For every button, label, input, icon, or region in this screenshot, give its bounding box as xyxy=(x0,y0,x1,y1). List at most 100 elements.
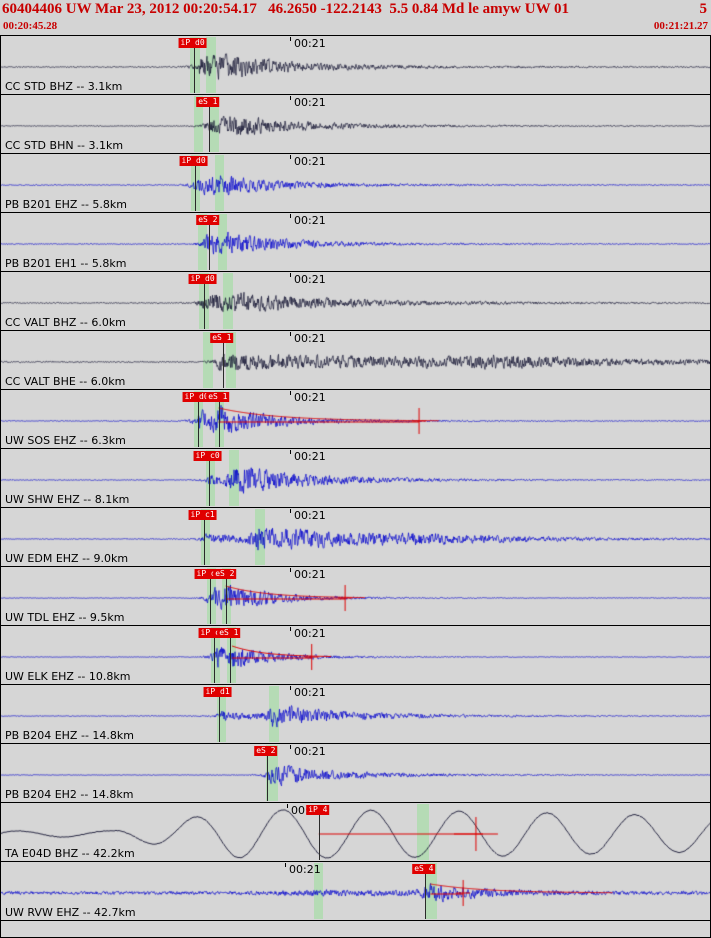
time-label: 00:21 xyxy=(294,686,326,699)
waveform-canvas[interactable] xyxy=(1,509,710,566)
waveform-canvas[interactable] xyxy=(1,804,710,861)
time-tick xyxy=(290,332,291,336)
waveform-canvas[interactable] xyxy=(1,96,710,153)
time-window-bar: 00:20:45.28 00:21:21.27 xyxy=(0,20,711,35)
phase-pick-flag[interactable]: eS 2 xyxy=(213,569,237,579)
phase-pick-flag[interactable]: eS 1 xyxy=(206,392,230,402)
time-label: 00:21 xyxy=(294,745,326,758)
pick-line[interactable] xyxy=(195,166,196,211)
trace-row[interactable]: 00:21 PB B201 EHZ -- 5.8km iP d0 xyxy=(0,153,711,213)
pick-line[interactable] xyxy=(267,756,268,801)
trace-row[interactable]: 00:21 CC STD BHN -- 3.1km eS 1 xyxy=(0,94,711,154)
empty-trace-slot xyxy=(0,920,711,938)
station-label: CC VALT BHZ -- 6.0km xyxy=(5,316,126,329)
time-label: 00:21 xyxy=(294,332,326,345)
waveform-canvas[interactable] xyxy=(1,37,710,94)
time-tick xyxy=(290,37,291,41)
pick-line[interactable] xyxy=(198,402,199,447)
trace-row[interactable]: 00:21 UW SHW EHZ -- 8.1km iP c0 xyxy=(0,448,711,508)
trace-row[interactable]: 00:21 UW TDL EHZ -- 9.5km iP d0 eS 2 xyxy=(0,566,711,626)
pick-line[interactable] xyxy=(210,579,211,624)
pick-line[interactable] xyxy=(209,225,210,270)
pick-line[interactable] xyxy=(230,638,231,683)
station-label: UW EDM EHZ -- 9.0km xyxy=(5,552,129,565)
waveform-canvas[interactable] xyxy=(1,863,710,920)
pick-line[interactable] xyxy=(219,697,220,742)
waveform-canvas[interactable] xyxy=(1,273,710,330)
pick-line[interactable] xyxy=(214,638,215,683)
pick-line[interactable] xyxy=(204,520,205,565)
trace-row[interactable]: 00:21 UW ELK EHZ -- 10.8km iP c0 eS 1 xyxy=(0,625,711,685)
pick-line[interactable] xyxy=(209,107,210,152)
trace-row[interactable]: 00:21 TA E04D BHZ -- 42.2km iP 4 xyxy=(0,802,711,862)
waveform-canvas[interactable] xyxy=(1,745,710,802)
trace-row[interactable]: 00:21 CC STD BHZ -- 3.1km iP d0 xyxy=(0,35,711,95)
waveform-canvas[interactable] xyxy=(1,391,710,448)
phase-pick-flag[interactable]: iP d0 xyxy=(182,392,211,402)
phase-pick-flag[interactable]: eS 2 xyxy=(196,215,220,225)
pick-line[interactable] xyxy=(209,461,210,506)
phase-pick-flag[interactable]: iP d0 xyxy=(178,38,207,48)
time-label: 00:21 xyxy=(294,509,326,522)
time-tick xyxy=(290,509,291,513)
trace-list: 00:21 CC STD BHZ -- 3.1km iP d0 00:21 CC… xyxy=(0,35,711,921)
station-label: UW TDL EHZ -- 9.5km xyxy=(5,611,125,624)
time-tick xyxy=(290,96,291,100)
station-label: PB B204 EHZ -- 14.8km xyxy=(5,729,134,742)
station-label: PB B201 EHZ -- 5.8km xyxy=(5,198,127,211)
pick-line[interactable] xyxy=(223,343,224,388)
trace-row[interactable]: 00:21 CC VALT BHZ -- 6.0km iP d0 xyxy=(0,271,711,331)
time-tick xyxy=(290,627,291,631)
station-label: UW ELK EHZ -- 10.8km xyxy=(5,670,131,683)
time-label: 00:21 xyxy=(294,96,326,109)
phase-pick-flag[interactable]: iP d0 xyxy=(188,274,217,284)
pick-line[interactable] xyxy=(219,402,220,447)
trace-row[interactable]: 00:21 PB B201 EH1 -- 5.8km eS 2 xyxy=(0,212,711,272)
pick-line[interactable] xyxy=(194,48,195,93)
waveform-canvas[interactable] xyxy=(1,627,710,684)
phase-pick-flag[interactable]: eS 1 xyxy=(217,628,241,638)
time-label: 00:21 xyxy=(294,214,326,227)
trace-row[interactable]: 00:21 UW RVW EHZ -- 42.7km eS 4 xyxy=(0,861,711,921)
phase-pick-flag[interactable]: eS 4 xyxy=(412,864,436,874)
phase-pick-flag[interactable]: iP d0 xyxy=(194,569,223,579)
station-label: CC STD BHZ -- 3.1km xyxy=(5,80,123,93)
time-tick xyxy=(285,863,286,867)
phase-pick-flag[interactable]: eS 2 xyxy=(254,746,278,756)
waveform-canvas[interactable] xyxy=(1,450,710,507)
pick-line[interactable] xyxy=(226,579,227,624)
time-tick xyxy=(290,745,291,749)
trace-row[interactable]: 00:21 PB B204 EH2 -- 14.8km eS 2 xyxy=(0,743,711,803)
time-label: 00:21 xyxy=(294,627,326,640)
time-tick xyxy=(290,391,291,395)
waveform-canvas[interactable] xyxy=(1,568,710,625)
pick-line[interactable] xyxy=(425,874,426,919)
time-tick xyxy=(290,568,291,572)
pick-line[interactable] xyxy=(204,284,205,329)
phase-pick-flag[interactable]: iP c0 xyxy=(193,451,222,461)
time-tick xyxy=(290,155,291,159)
phase-pick-flag[interactable]: iP c0 xyxy=(198,628,227,638)
station-label: CC STD BHN -- 3.1km xyxy=(5,139,124,152)
waveform-canvas[interactable] xyxy=(1,214,710,271)
phase-pick-flag[interactable]: eS 1 xyxy=(196,97,220,107)
waveform-canvas[interactable] xyxy=(1,155,710,212)
time-label: 00:21 xyxy=(294,450,326,463)
phase-pick-flag[interactable]: iP 4 xyxy=(306,805,330,815)
pick-line[interactable] xyxy=(319,815,320,860)
phase-pick-flag[interactable]: eS 1 xyxy=(210,333,234,343)
trace-row[interactable]: 00:21 UW SOS EHZ -- 6.3km iP d0 eS 1 xyxy=(0,389,711,449)
trace-row[interactable]: 00:21 PB B204 EHZ -- 14.8km iP d1 xyxy=(0,684,711,744)
phase-pick-flag[interactable]: iP d0 xyxy=(179,156,208,166)
window-end-time: 00:21:21.27 xyxy=(653,20,708,32)
time-label: 00:21 xyxy=(289,863,321,876)
phase-pick-flag[interactable]: iP c1 xyxy=(188,510,217,520)
station-label: PB B204 EH2 -- 14.8km xyxy=(5,788,134,801)
phase-pick-flag[interactable]: iP d1 xyxy=(203,687,232,697)
trace-row[interactable]: 00:21 CC VALT BHE -- 6.0km eS 1 xyxy=(0,330,711,390)
event-summary: 60404406 UW Mar 23, 2012 00:20:54.17 46.… xyxy=(2,1,570,17)
waveform-canvas[interactable] xyxy=(1,332,710,389)
trace-row[interactable]: 00:21 UW EDM EHZ -- 9.0km iP c1 xyxy=(0,507,711,567)
time-label: 00:21 xyxy=(294,37,326,50)
waveform-canvas[interactable] xyxy=(1,686,710,743)
